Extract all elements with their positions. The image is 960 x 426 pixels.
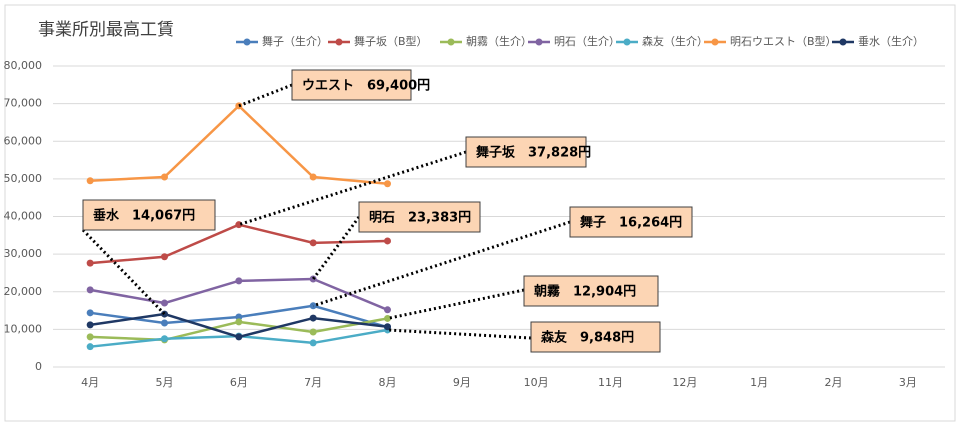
data-point bbox=[161, 335, 168, 343]
legend-label: 明石ウエスト（B型） bbox=[730, 34, 837, 48]
x-tick-label: 5月 bbox=[156, 376, 174, 389]
data-point bbox=[161, 319, 168, 327]
data-point bbox=[309, 173, 317, 181]
data-point bbox=[309, 339, 317, 347]
chart-title: 事業所別最高工賃 bbox=[38, 20, 174, 40]
x-tick-label: 11月 bbox=[598, 376, 623, 389]
y-tick-label: 50,000 bbox=[4, 172, 43, 185]
data-point bbox=[384, 314, 391, 322]
y-tick-label: 70,000 bbox=[4, 97, 43, 110]
data-point bbox=[235, 318, 243, 326]
y-tick-label: 60,000 bbox=[4, 134, 43, 147]
x-tick-label: 8月 bbox=[379, 376, 397, 389]
annotation-leader bbox=[387, 288, 525, 320]
x-tick-label: 10月 bbox=[524, 376, 549, 389]
legend-marker bbox=[447, 38, 455, 46]
x-tick-label: 3月 bbox=[899, 376, 917, 389]
annotation-leader bbox=[387, 328, 532, 340]
legend-marker bbox=[535, 38, 543, 46]
annotation-text: 明石 23,383円 bbox=[369, 211, 471, 226]
data-point bbox=[384, 237, 391, 245]
data-point bbox=[384, 180, 391, 188]
data-point bbox=[384, 306, 391, 314]
x-tick-label: 6月 bbox=[230, 376, 248, 389]
annotation-box bbox=[530, 321, 661, 353]
y-tick-label: 10,000 bbox=[4, 322, 43, 335]
legend-marker bbox=[335, 38, 343, 46]
data-point bbox=[86, 343, 94, 351]
legend-label: 明石（生介） bbox=[554, 34, 620, 48]
y-tick-label: 80,000 bbox=[4, 59, 43, 72]
legend-marker bbox=[839, 38, 847, 46]
annotation-leader bbox=[312, 220, 571, 308]
legend-marker bbox=[623, 38, 631, 46]
x-tick-label: 2月 bbox=[825, 376, 843, 389]
data-point bbox=[86, 309, 94, 317]
annotation-text: 舞子 16,264円 bbox=[579, 215, 682, 231]
annotation-box bbox=[465, 136, 587, 168]
data-point bbox=[309, 275, 317, 283]
x-tick-label: 7月 bbox=[304, 376, 322, 389]
data-point bbox=[309, 239, 317, 247]
legend-label: 垂水（生介） bbox=[858, 34, 924, 48]
y-tick-label: 30,000 bbox=[4, 247, 43, 260]
y-tick-label: 40,000 bbox=[4, 210, 43, 223]
legend-marker bbox=[243, 38, 251, 46]
data-point bbox=[235, 313, 243, 321]
data-point bbox=[235, 333, 243, 341]
data-point bbox=[86, 259, 94, 267]
x-tick-label: 9月 bbox=[453, 376, 471, 389]
annotation-text: 舞子坂 37,828円 bbox=[475, 145, 591, 161]
y-tick-label: 20,000 bbox=[4, 285, 43, 298]
data-point bbox=[384, 323, 391, 331]
data-point bbox=[235, 102, 243, 110]
data-point bbox=[309, 314, 317, 322]
data-point bbox=[161, 253, 168, 261]
legend-label: 舞子（生介） bbox=[262, 34, 328, 48]
data-point bbox=[86, 321, 94, 329]
y-tick-label: 0 bbox=[35, 360, 42, 373]
data-point bbox=[86, 286, 94, 294]
annotation-text: 垂水 14,067円 bbox=[93, 208, 195, 224]
annotation-text: ウエスト 69,400円 bbox=[302, 79, 430, 94]
data-point bbox=[235, 277, 243, 285]
data-point bbox=[161, 299, 168, 307]
data-point bbox=[86, 177, 94, 185]
legend-label: 舞子坂（B型） bbox=[354, 34, 428, 48]
data-point bbox=[161, 310, 168, 318]
legend-label: 森友（生介） bbox=[642, 34, 708, 48]
legend-label: 朝霧（生介） bbox=[466, 34, 532, 48]
data-point bbox=[86, 333, 94, 341]
annotation-box bbox=[523, 275, 659, 307]
x-tick-label: 4月 bbox=[81, 376, 99, 389]
annotation-box bbox=[358, 201, 481, 233]
legend-marker bbox=[711, 38, 719, 46]
x-tick-label: 12月 bbox=[672, 376, 697, 389]
annotation-box bbox=[569, 206, 693, 238]
annotation-text: 森友 9,848円 bbox=[541, 330, 634, 346]
x-tick-label: 1月 bbox=[750, 376, 768, 389]
data-point bbox=[161, 173, 168, 181]
annotation-box bbox=[82, 199, 216, 231]
data-point bbox=[309, 328, 317, 336]
annotation-box bbox=[291, 69, 412, 101]
annotation-text: 朝霧 12,904円 bbox=[534, 284, 636, 300]
